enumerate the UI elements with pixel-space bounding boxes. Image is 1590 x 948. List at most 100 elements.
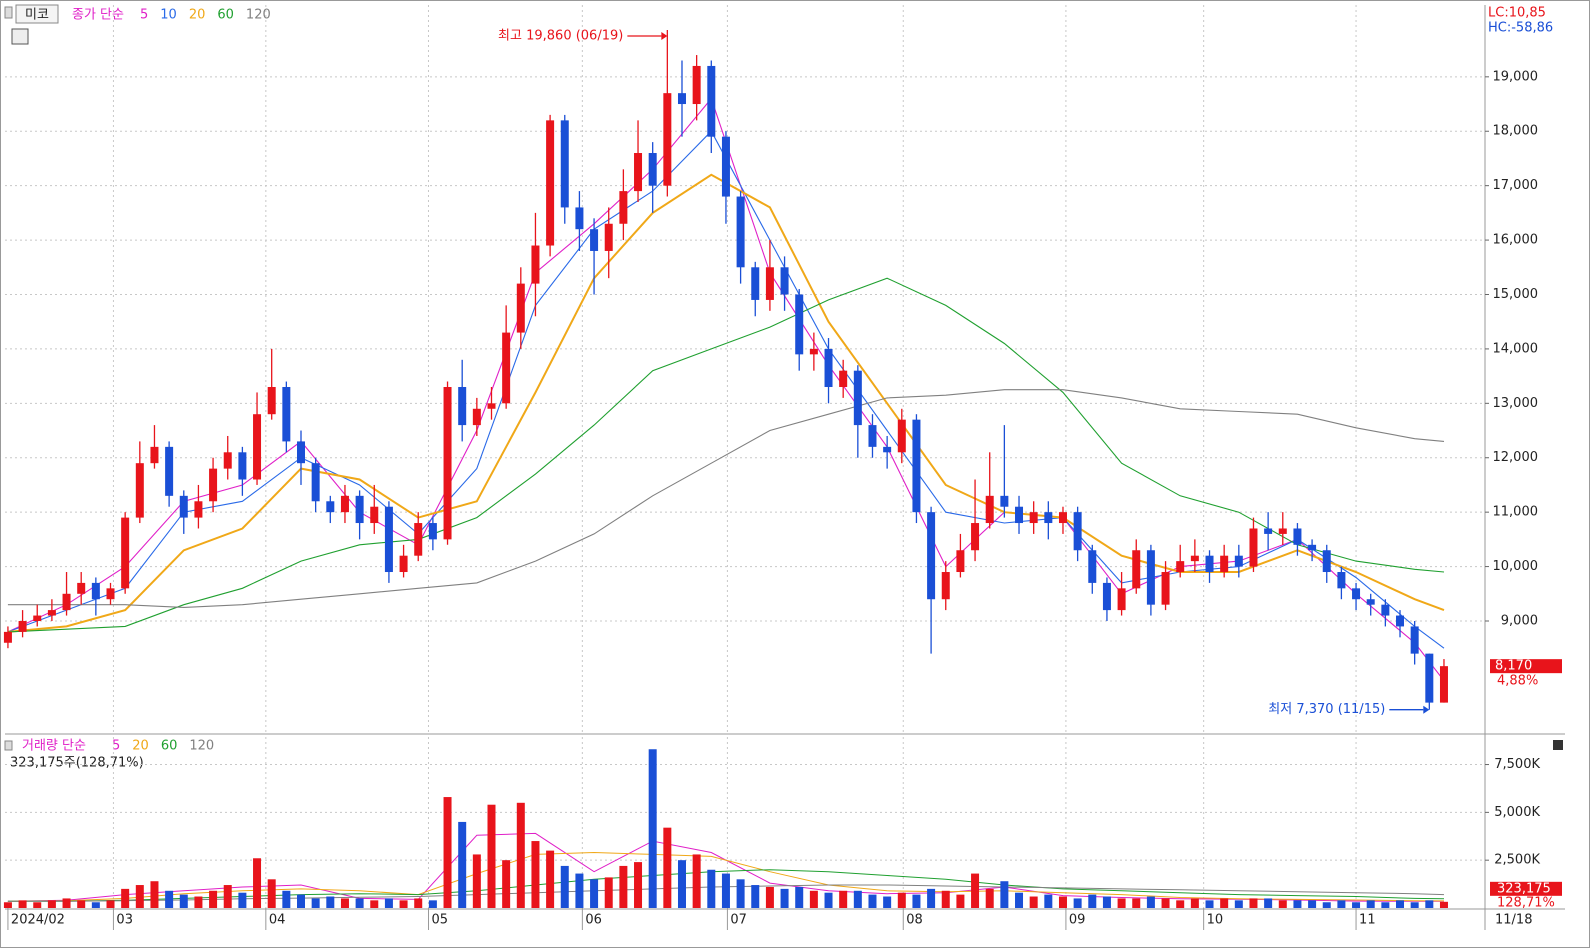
volume-bar	[648, 749, 657, 908]
legend-entry: 60	[217, 8, 234, 23]
x-tick-label: 04	[269, 913, 286, 928]
candle-body	[487, 403, 496, 409]
volume-bar	[1337, 900, 1346, 908]
x-tick-label: 09	[1069, 913, 1086, 928]
legend-entry: 5	[140, 8, 148, 23]
volume-bar	[150, 881, 159, 908]
moving-average	[7, 173, 1445, 633]
volume-bar	[590, 879, 599, 908]
x-tick-label: 08	[906, 913, 923, 928]
volume-bar	[751, 885, 760, 908]
candle-body	[883, 446, 892, 453]
y-tick-label: 5,000K	[1494, 805, 1540, 820]
volume-bar	[809, 890, 818, 908]
last-volume-badge	[1490, 881, 1562, 896]
volume-bar	[18, 900, 27, 908]
volume-bar	[1264, 898, 1273, 908]
volume-summary: 323,175주(128,71%)	[10, 756, 144, 771]
candle-body	[1000, 495, 1009, 507]
candle-body	[1381, 604, 1390, 616]
volume-bar	[355, 898, 364, 908]
y-tick-label: 10,000	[1493, 559, 1539, 574]
volume-bar	[1015, 892, 1024, 908]
volume-bar	[165, 890, 174, 908]
candle-body	[516, 283, 525, 333]
candle-body	[956, 550, 965, 573]
volume-bar	[692, 854, 701, 908]
candle-body	[253, 414, 262, 480]
candle-body	[209, 468, 218, 502]
candle-body	[1293, 528, 1302, 545]
candle-body	[77, 582, 86, 594]
volume-bar	[1396, 900, 1405, 908]
candle-body	[1352, 588, 1361, 600]
candle-body	[721, 136, 730, 197]
volume-bar	[33, 902, 42, 908]
y-tick-label: 15,000	[1493, 287, 1539, 302]
candle-body	[1264, 528, 1273, 534]
volume-bar	[502, 860, 511, 908]
candle-body	[47, 610, 56, 616]
candle-body	[1146, 550, 1155, 605]
annotation: 최고 19,860 (06/19)	[498, 29, 623, 44]
candle-body	[1220, 555, 1229, 573]
volume-bar	[634, 862, 643, 908]
volume-bar	[1381, 902, 1390, 908]
volume-bar	[1117, 898, 1126, 908]
candle-body	[18, 620, 27, 632]
volume-bar	[91, 902, 100, 908]
table-icon	[11, 28, 29, 45]
volume-bar	[1352, 902, 1361, 908]
volume-bar	[1366, 900, 1375, 908]
volume-bar	[194, 896, 203, 908]
volume-bar	[824, 892, 833, 908]
candle-body	[443, 387, 452, 540]
volume-bar	[1439, 901, 1448, 908]
volume-bar	[1146, 896, 1155, 908]
volume-bar	[1088, 894, 1097, 908]
volume-bar	[1029, 896, 1038, 908]
volume-bar	[106, 900, 115, 908]
volume-bar	[546, 850, 555, 908]
candle-body	[1073, 512, 1082, 551]
legend-entry: 20	[189, 8, 206, 23]
volume-bar	[443, 797, 452, 908]
volume-bar	[1293, 900, 1302, 908]
volume-bar	[707, 869, 716, 908]
volume-bar	[1220, 898, 1229, 908]
x-tick-label: 03	[116, 913, 133, 928]
candle-body	[3, 631, 12, 643]
candle-body	[428, 523, 437, 540]
panel-icon	[4, 740, 13, 751]
candle-body	[575, 207, 584, 230]
candle-body	[121, 517, 130, 589]
candle-body	[912, 419, 921, 513]
candle-body	[106, 588, 115, 600]
candle-body	[663, 93, 672, 186]
annotation-arrowhead	[1423, 705, 1430, 714]
volume-bar	[384, 898, 393, 908]
volume-bar	[1322, 902, 1331, 908]
candle-body	[707, 65, 716, 137]
indicator: LC:10,85	[1488, 6, 1546, 21]
volume-bar	[370, 900, 379, 908]
volume-bar	[487, 804, 496, 908]
volume-ratio-label: 128,71%	[1497, 895, 1555, 910]
candle-body	[1044, 512, 1053, 524]
candle-body	[1308, 544, 1317, 551]
candle-body	[780, 267, 789, 295]
candle-body	[971, 523, 980, 551]
volume-bar	[1000, 881, 1009, 908]
y-tick-label: 12,000	[1493, 450, 1539, 465]
close-icon[interactable]	[1553, 740, 1563, 750]
y-tick-label: 7,500K	[1494, 757, 1540, 772]
y-tick-label: 2,500K	[1494, 853, 1540, 868]
candle-body	[1396, 615, 1405, 627]
x-tick-label: 2024/02	[11, 913, 65, 928]
candle-body	[414, 523, 423, 556]
volume-bar	[77, 900, 86, 908]
volume-bar	[560, 865, 569, 908]
candle-body	[370, 506, 379, 524]
